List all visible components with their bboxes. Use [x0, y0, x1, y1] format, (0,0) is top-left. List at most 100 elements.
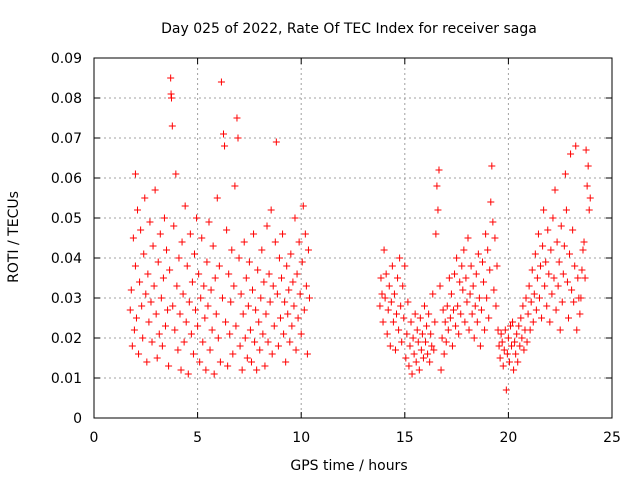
data-point — [469, 282, 477, 290]
data-point — [272, 138, 280, 146]
data-point — [172, 170, 180, 178]
data-point — [468, 310, 476, 318]
data-point — [150, 282, 158, 290]
data-point — [279, 230, 287, 238]
data-point — [131, 170, 139, 178]
data-point — [500, 346, 508, 354]
y-tick-label: 0.05 — [51, 211, 82, 227]
data-point — [397, 302, 405, 310]
data-point — [265, 270, 273, 278]
data-point — [423, 322, 431, 330]
data-point — [430, 346, 438, 354]
data-point — [403, 330, 411, 338]
data-point — [569, 226, 577, 234]
data-point — [401, 262, 409, 270]
data-point — [284, 310, 292, 318]
data-point — [293, 270, 301, 278]
data-point — [528, 266, 536, 274]
data-point — [527, 298, 535, 306]
data-point — [489, 218, 497, 226]
data-point — [420, 302, 428, 310]
data-point — [227, 298, 235, 306]
data-point — [496, 354, 504, 362]
data-point — [149, 242, 157, 250]
data-point — [393, 310, 401, 318]
data-point — [494, 326, 502, 334]
data-point — [553, 238, 561, 246]
data-point — [522, 294, 530, 302]
data-point — [442, 338, 450, 346]
data-point — [529, 318, 537, 326]
data-point — [394, 274, 402, 282]
data-point — [380, 246, 388, 254]
data-point — [434, 206, 442, 214]
data-point — [408, 370, 416, 378]
data-point — [127, 286, 135, 294]
data-point — [289, 278, 297, 286]
data-point — [260, 278, 268, 286]
data-point — [398, 338, 406, 346]
data-point — [451, 270, 459, 278]
data-point — [395, 326, 403, 334]
data-point — [452, 322, 460, 330]
data-point — [503, 350, 511, 358]
data-point — [270, 322, 278, 330]
data-point — [555, 258, 563, 266]
data-point — [152, 310, 160, 318]
data-point — [292, 346, 300, 354]
data-point — [419, 354, 427, 362]
data-point — [301, 230, 309, 238]
data-point — [276, 314, 284, 322]
data-point — [211, 274, 219, 282]
data-point — [192, 306, 200, 314]
data-point — [128, 342, 136, 350]
data-point — [543, 302, 551, 310]
data-point — [437, 366, 445, 374]
data-point — [295, 238, 303, 246]
data-point — [472, 270, 480, 278]
data-point — [252, 306, 260, 314]
y-axis-label: ROTI / TECUs — [6, 191, 22, 283]
data-point — [520, 346, 528, 354]
data-point — [486, 266, 494, 274]
data-point — [492, 302, 500, 310]
data-point — [247, 358, 255, 366]
data-point — [225, 270, 233, 278]
data-point — [482, 230, 490, 238]
data-point — [475, 294, 483, 302]
data-point — [167, 74, 175, 82]
data-point — [476, 342, 484, 350]
data-point — [290, 302, 298, 310]
data-point — [202, 366, 210, 374]
y-tick-label: 0.09 — [51, 51, 82, 67]
data-point — [283, 262, 291, 270]
data-point — [491, 234, 499, 242]
data-point — [544, 226, 552, 234]
data-point — [417, 346, 425, 354]
data-point — [540, 206, 548, 214]
data-point — [389, 318, 397, 326]
x-tick-label: 25 — [603, 430, 621, 446]
data-point — [286, 338, 294, 346]
data-point — [454, 302, 462, 310]
data-point — [457, 310, 465, 318]
data-point — [249, 286, 257, 294]
data-point — [130, 326, 138, 334]
data-point — [509, 318, 517, 326]
data-point — [156, 230, 164, 238]
data-point — [399, 282, 407, 290]
data-point — [256, 346, 264, 354]
data-point — [439, 306, 447, 314]
data-point — [232, 322, 240, 330]
data-point — [535, 294, 543, 302]
data-point — [302, 282, 310, 290]
data-point — [145, 318, 153, 326]
y-tick-label: 0.07 — [51, 131, 82, 147]
data-point — [297, 330, 305, 338]
data-point — [214, 334, 222, 342]
data-point — [259, 330, 267, 338]
data-point — [563, 278, 571, 286]
data-point — [261, 362, 269, 370]
data-point — [240, 238, 248, 246]
